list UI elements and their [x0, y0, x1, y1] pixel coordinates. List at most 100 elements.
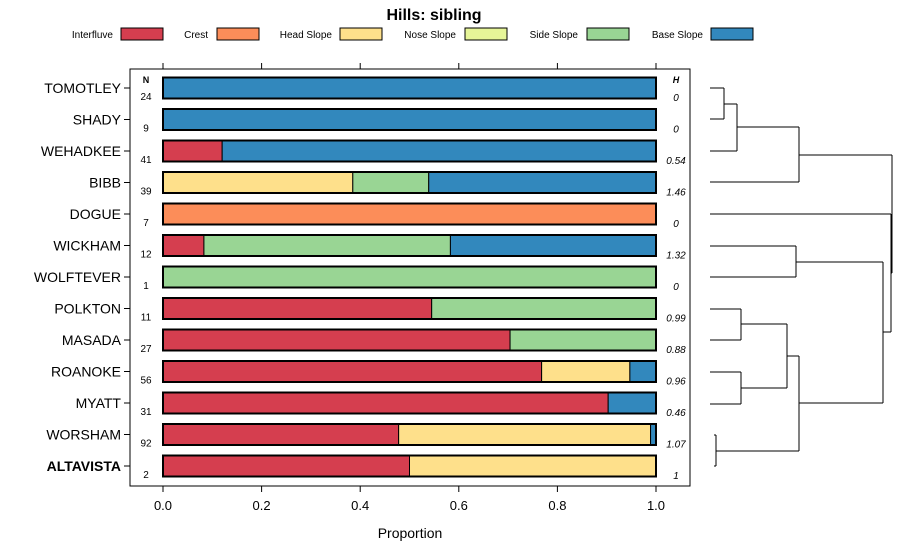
- dendrogram-branch: [714, 434, 717, 467]
- chart-title: Hills: sibling: [386, 7, 481, 24]
- legend-swatch-head-slope: [339, 27, 383, 41]
- legend-swatch-side-slope: [586, 27, 630, 41]
- x-tick-label: 0.6: [450, 498, 468, 513]
- h-value: 1.32: [666, 251, 686, 262]
- dendrogram: [710, 87, 893, 467]
- category-label: WEHADKEE: [41, 143, 121, 159]
- h-value: 1.46: [666, 188, 686, 199]
- bar-segment: [162, 77, 657, 99]
- bar-segment: [509, 329, 657, 351]
- legend-swatch-nose-slope: [464, 27, 508, 41]
- dendrogram-branch: [710, 126, 800, 183]
- category-label: MASADA: [62, 332, 122, 348]
- legend-label-side-slope: Side Slope: [530, 30, 579, 41]
- bar-segment: [541, 360, 631, 383]
- category-label: POLKTON: [54, 301, 121, 317]
- category-label: MYATT: [76, 395, 122, 411]
- bar-segment: [428, 171, 657, 194]
- x-tick-label: 0.4: [351, 498, 369, 513]
- category-label: ROANOKE: [51, 364, 121, 380]
- n-column-header: N: [143, 75, 150, 85]
- category-label: DOGUE: [70, 206, 121, 222]
- legend-label-crest: Crest: [184, 30, 208, 41]
- n-value: 24: [140, 92, 152, 103]
- h-value: 0.88: [666, 345, 686, 356]
- bar-segment: [449, 234, 657, 257]
- bar-outline: [162, 76, 657, 100]
- bar-segment: [431, 297, 657, 320]
- n-value: 9: [143, 124, 149, 135]
- n-value: 2: [143, 470, 149, 481]
- dendrogram-branch: [710, 213, 892, 333]
- n-value: 27: [140, 344, 152, 355]
- h-value: 0.54: [666, 156, 686, 167]
- x-axis-label: Proportion: [378, 525, 443, 541]
- h-value: 0.99: [666, 314, 686, 325]
- h-value: 0: [673, 219, 679, 230]
- dendrogram-branch: [710, 371, 742, 405]
- legend-label-base-slope: Base Slope: [652, 30, 704, 41]
- n-value: 39: [140, 187, 152, 198]
- bar-outline: [162, 171, 657, 194]
- category-label: BIBB: [89, 175, 121, 191]
- n-value: 12: [140, 250, 152, 261]
- bar-segment: [162, 266, 657, 288]
- bar-segment: [162, 455, 410, 477]
- dendrogram-branch: [710, 87, 725, 120]
- bar-segment: [162, 234, 205, 257]
- bar-outline: [162, 454, 657, 478]
- bar-segment: [162, 392, 609, 414]
- h-value: 0.96: [666, 377, 686, 388]
- bar-rows: TOMOTLEY 24 0 SHADY 9 0 WEHADKEE 41 0.54 BIBB 39 1.…: [34, 76, 686, 482]
- bar-outline: [162, 328, 657, 352]
- category-label: ALTAVISTA: [47, 458, 121, 474]
- bar-outline: [162, 265, 657, 289]
- dendrogram-branch: [799, 154, 893, 274]
- bar-outline: [162, 108, 657, 131]
- dendrogram-branch: [796, 261, 884, 404]
- bar-segment: [162, 171, 354, 194]
- legend-label-nose-slope: Nose Slope: [404, 30, 456, 41]
- bar-segment: [607, 392, 657, 414]
- n-value: 56: [140, 376, 152, 387]
- legend-swatch-crest: [216, 27, 260, 41]
- bar-segment: [221, 140, 657, 162]
- n-value: 1: [143, 281, 149, 292]
- category-label: TOMOTLEY: [44, 80, 121, 96]
- x-tick-label: 0.0: [154, 498, 172, 513]
- bar-outline: [162, 391, 657, 415]
- bar-segment: [629, 360, 657, 383]
- bar-segment: [162, 329, 511, 351]
- dendrogram-branch: [741, 323, 788, 389]
- bar-outline: [162, 139, 657, 163]
- bar-segment: [203, 234, 451, 257]
- bar-segment: [162, 140, 223, 162]
- bar-segment: [162, 360, 543, 383]
- h-value: 1: [673, 471, 679, 482]
- category-label: WOLFTEVER: [34, 269, 121, 285]
- bar-segment: [352, 171, 430, 194]
- x-axis: 0.0 0.2 0.4 0.6 0.8 1.0: [124, 63, 665, 513]
- bar-outline: [162, 297, 657, 320]
- bar-segment: [162, 108, 657, 131]
- n-value: 41: [140, 155, 152, 166]
- bar-outline: [162, 202, 657, 226]
- n-value: 31: [140, 407, 152, 418]
- h-value: 0: [673, 93, 679, 104]
- category-label: WICKHAM: [53, 238, 121, 254]
- dendrogram-branch: [710, 245, 797, 278]
- bar-segment: [162, 423, 400, 446]
- legend-swatch-interfluve: [120, 27, 164, 41]
- legend-label-interfluve: Interfluve: [72, 30, 114, 41]
- x-tick-label: 0.8: [548, 498, 566, 513]
- legend-label-head-slope: Head Slope: [280, 30, 333, 41]
- bar-outline: [162, 423, 657, 446]
- h-value: 1.07: [666, 440, 686, 451]
- n-value: 11: [141, 313, 152, 324]
- bar-segment: [162, 297, 433, 320]
- h-value: 0: [673, 282, 679, 293]
- n-value: 92: [140, 439, 152, 450]
- category-label: WORSHAM: [46, 427, 121, 443]
- x-tick-label: 0.2: [253, 498, 271, 513]
